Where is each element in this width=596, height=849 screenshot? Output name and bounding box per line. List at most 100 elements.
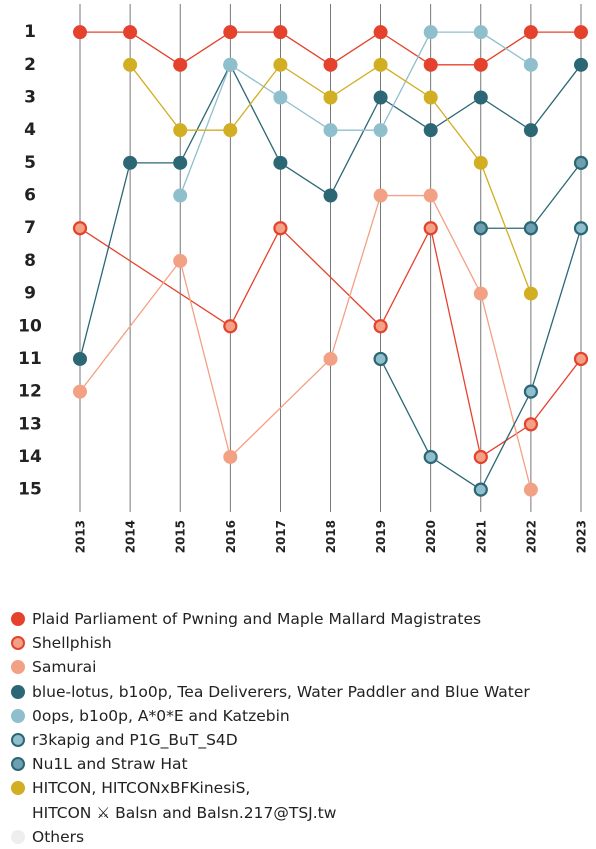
x-tick-label: 2019 — [374, 520, 388, 553]
rank-marker — [173, 253, 188, 268]
x-tick-label: 2014 — [124, 520, 138, 553]
rank-marker — [473, 449, 488, 465]
y-tick-label: 1 — [24, 22, 36, 42]
rank-marker — [223, 57, 238, 72]
x-tick-label: 2018 — [324, 520, 338, 553]
y-tick-label: 7 — [24, 218, 36, 238]
rank-marker — [223, 449, 238, 464]
rank-marker — [373, 123, 388, 138]
legend-item: blue-lotus, b1o0p, Tea Deliverers, Water… — [0, 680, 596, 704]
legend-label: Others — [32, 827, 85, 846]
x-tick-label: 2013 — [74, 520, 88, 553]
rank-marker — [373, 25, 388, 40]
x-tick-label: 2016 — [224, 520, 238, 553]
rank-marker — [173, 188, 188, 203]
legend: Plaid Parliament of Pwning and Maple Mal… — [0, 607, 596, 849]
rank-marker — [423, 221, 438, 236]
legend-item: Nu1L and Straw Hat — [0, 752, 596, 776]
rank-marker — [273, 155, 288, 170]
rank-marker — [523, 286, 538, 301]
rank-marker — [523, 384, 539, 399]
rank-marker — [223, 25, 238, 40]
rank-marker — [473, 57, 488, 72]
rank-marker — [473, 90, 488, 105]
rank-marker — [473, 286, 488, 301]
rank-marker — [323, 351, 338, 366]
series-line — [79, 194, 532, 490]
rank-marker — [72, 221, 88, 236]
legend-item: Samurai — [0, 655, 596, 679]
legend-item: r3kapig and P1G_BuT_S4D — [0, 728, 596, 752]
legend-label: r3kapig and P1G_BuT_S4D — [32, 731, 238, 750]
legend-item: Plaid Parliament of Pwning and Maple Mal… — [0, 607, 596, 631]
rank-marker — [373, 90, 388, 105]
rank-marker — [423, 90, 438, 105]
rank-marker — [574, 25, 588, 40]
legend-label: 0ops, b1o0p, A*0*E and Katzebin — [32, 706, 290, 725]
rank-marker — [573, 351, 589, 367]
x-tick-label: 2021 — [474, 520, 488, 553]
rank-marker — [273, 57, 288, 72]
rank-marker — [223, 123, 238, 138]
legend-swatch — [11, 829, 25, 844]
rank-marker — [574, 57, 588, 72]
y-tick-label: 9 — [24, 284, 36, 304]
rank-marker — [373, 188, 388, 203]
legend-label: HITCON, HITCONxBFKinesiS, HITCON ⚔ Balsn… — [32, 779, 337, 822]
rank-marker — [73, 25, 87, 40]
y-tick-label: 15 — [18, 480, 42, 500]
rank-marker — [523, 417, 539, 432]
rank-marker — [123, 57, 138, 72]
rank-marker — [423, 123, 438, 138]
rank-marker — [373, 351, 388, 367]
rank-marker — [73, 351, 87, 366]
rank-marker — [273, 25, 288, 40]
rank-marker — [323, 90, 338, 105]
legend-label: blue-lotus, b1o0p, Tea Deliverers, Water… — [32, 682, 530, 701]
chart: 2013 2014 2015 2016 2017 2018 2019 2020 2021 2022… — [18, 4, 589, 553]
rank-marker — [523, 482, 538, 497]
rank-marker — [473, 25, 488, 40]
rank-marker — [273, 221, 288, 236]
rank-marker — [423, 57, 438, 72]
legend-item: 0ops, b1o0p, A*0*E and Katzebin — [0, 704, 596, 728]
legend-label: Shellphish — [32, 634, 112, 653]
rank-marker — [123, 155, 138, 170]
y-tick-label: 4 — [24, 120, 36, 140]
legend-swatch — [11, 612, 25, 626]
x-tick-label: 2022 — [524, 520, 538, 553]
rank-marker — [323, 123, 338, 138]
legend-swatch — [11, 757, 25, 772]
y-tick-label: 6 — [24, 186, 36, 206]
y-tick-label: 3 — [24, 88, 36, 108]
legend-swatch — [11, 733, 25, 748]
rank-marker — [423, 25, 438, 40]
x-tick-label: 2020 — [424, 520, 438, 553]
y-tick-label: 13 — [18, 414, 42, 434]
rank-marker — [173, 155, 188, 170]
rank-marker — [173, 123, 188, 138]
rank-marker — [473, 221, 488, 236]
legend-item: Shellphish — [0, 631, 596, 655]
rank-marker — [273, 90, 288, 105]
x-tick-label: 2023 — [575, 520, 589, 553]
rank-marker — [423, 449, 438, 465]
y-tick-label: 12 — [18, 382, 42, 402]
rank-marker — [473, 482, 488, 497]
series-line — [179, 31, 532, 196]
rank-marker — [523, 25, 538, 40]
rank-marker — [523, 123, 538, 138]
y-tick-label: 10 — [18, 316, 42, 336]
series-line — [79, 226, 582, 459]
rank-marker — [323, 57, 338, 72]
legend-swatch — [11, 636, 25, 651]
rank-marker — [373, 319, 388, 334]
y-tick-label: 5 — [24, 153, 36, 173]
x-tick-label: 2015 — [174, 520, 188, 553]
y-tick-label: 2 — [24, 55, 36, 75]
legend-swatch — [11, 708, 25, 723]
legend-label: Samurai — [32, 658, 97, 677]
rank-marker — [173, 57, 188, 72]
rank-marker — [523, 57, 538, 72]
